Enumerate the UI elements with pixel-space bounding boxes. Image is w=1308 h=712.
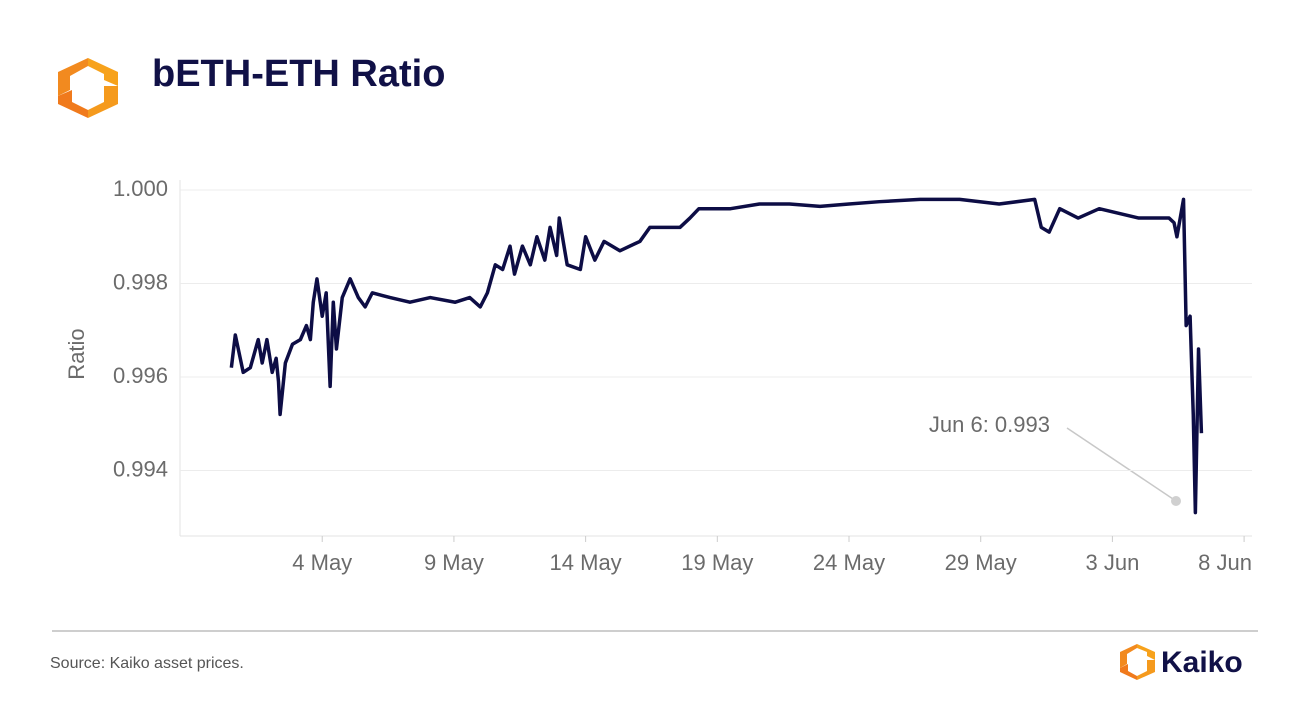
y-tick-label: 1.000: [113, 176, 168, 201]
y-tick-label: 0.996: [113, 363, 168, 388]
brand-name: Kaiko: [1161, 646, 1243, 679]
brand-logo: [1120, 644, 1155, 680]
x-tick-label: 29 May: [945, 550, 1017, 575]
x-tick-label: 8 Jun: [1198, 550, 1252, 575]
annotation-connector: [1066, 427, 1177, 502]
x-tick-label: 4 May: [292, 550, 352, 575]
y-axis-label: Ratio: [64, 328, 89, 379]
x-tick-label: 3 Jun: [1085, 550, 1139, 575]
data-line: [229, 197, 1204, 515]
y-tick-label: 0.998: [113, 269, 168, 294]
x-tick-label: 19 May: [681, 550, 753, 575]
source-note: Source: Kaiko asset prices.: [50, 655, 244, 672]
logo: [58, 58, 118, 118]
x-tick-label: 24 May: [813, 550, 885, 575]
chart-title: bETH-ETH Ratio: [152, 53, 445, 95]
x-tick-label: 14 May: [550, 550, 622, 575]
annotation-dot: [1171, 496, 1181, 506]
x-tick-label: 9 May: [424, 550, 484, 575]
annotation: Jun 6: 0.993: [929, 412, 1050, 437]
y-tick-label: 0.994: [113, 456, 168, 481]
